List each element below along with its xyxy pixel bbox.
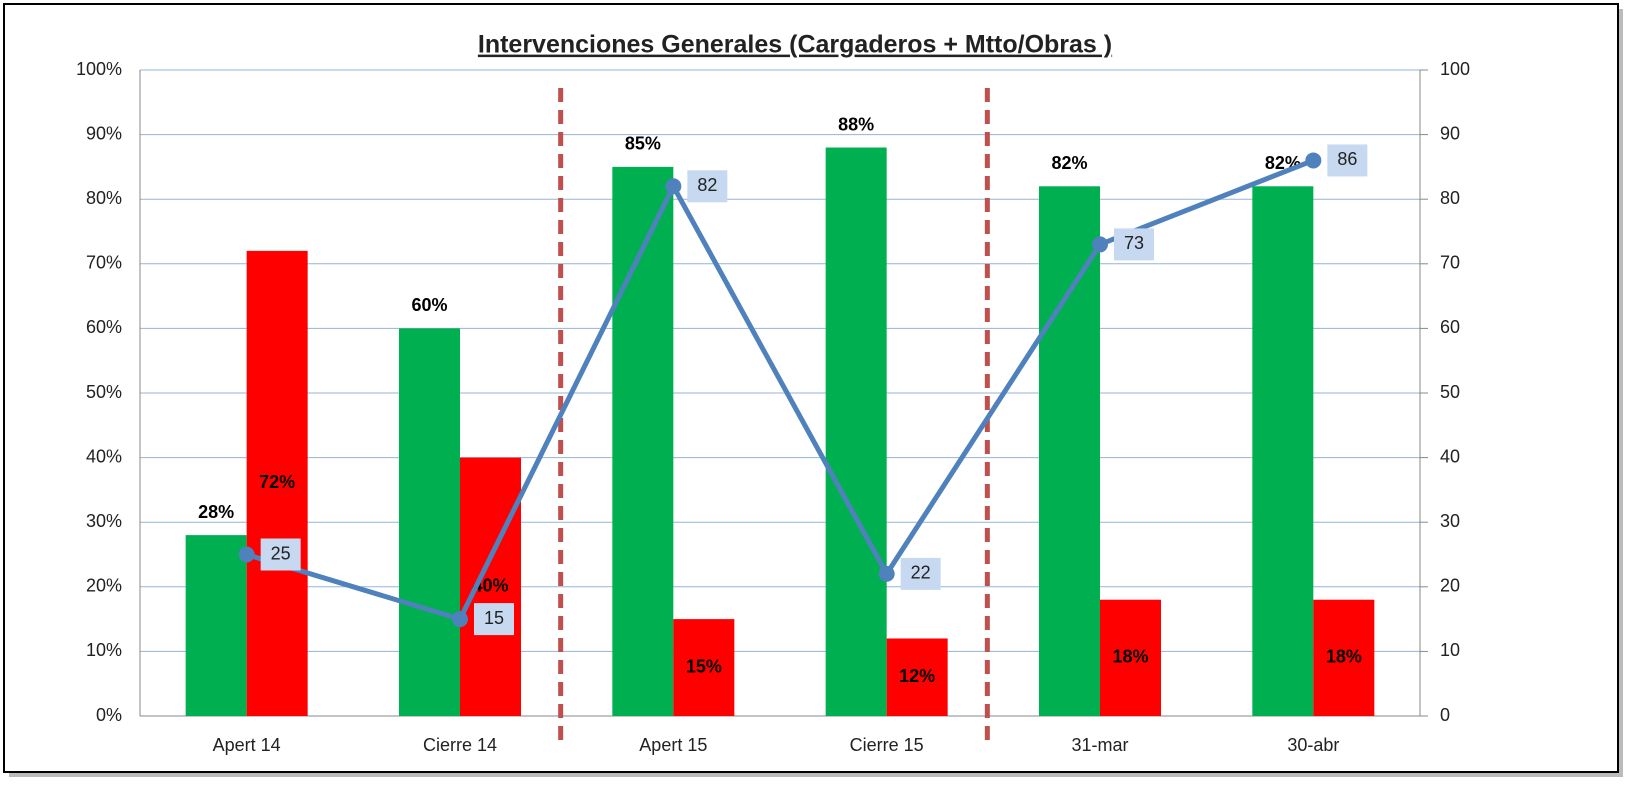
data-label: 15%: [686, 656, 722, 676]
x-tick-label: 31-mar: [1071, 735, 1128, 755]
x-tick-label: Apert 15: [639, 735, 707, 755]
data-label: 60%: [411, 295, 447, 315]
y-tick-label: 40%: [86, 446, 122, 466]
data-label-box: [900, 557, 941, 590]
y-tick-label: 60%: [86, 317, 122, 337]
data-label: 25: [271, 543, 291, 563]
data-label: 22: [911, 563, 931, 583]
x-tick-label: Cierre 14: [423, 735, 497, 755]
line-marker: [665, 178, 682, 195]
bar: [1100, 599, 1161, 716]
data-label: 15: [484, 608, 504, 628]
y2-tick-label: 80: [1440, 188, 1460, 208]
y-tick-label: 50%: [86, 382, 122, 402]
bar: [1252, 186, 1314, 716]
y-tick-label: 100%: [76, 59, 122, 79]
y-tick-label: 10%: [86, 640, 122, 660]
y-tick-label: 70%: [86, 253, 122, 273]
bar: [460, 457, 521, 716]
bar: [185, 535, 247, 716]
line-marker: [452, 611, 468, 628]
chart-title: Intervenciones Generales (Cargaderos + M…: [478, 31, 1112, 59]
y2-tick-label: 20: [1440, 576, 1460, 596]
y2-tick-label: 60: [1440, 317, 1460, 337]
bar: [612, 166, 674, 716]
y2-tick-label: 90: [1440, 123, 1460, 143]
data-label: 18%: [1326, 647, 1362, 667]
bar: [673, 619, 735, 716]
y2-tick-label: 50: [1440, 382, 1460, 402]
data-label-box: [474, 603, 514, 636]
data-label: 72%: [259, 472, 295, 492]
data-label: 28%: [198, 502, 234, 522]
data-label: 88%: [838, 114, 874, 134]
bar: [399, 328, 460, 716]
y-tick-label: 80%: [86, 188, 122, 208]
x-tick-label: Cierre 15: [850, 735, 924, 755]
bar: [886, 638, 948, 716]
bar: [1039, 186, 1100, 716]
data-label: 82%: [1051, 153, 1087, 173]
line-marker: [238, 546, 255, 563]
y-tick-label: 20%: [86, 576, 122, 596]
data-label-box: [687, 170, 728, 203]
y2-tick-label: 30: [1440, 511, 1460, 531]
bar: [246, 250, 308, 716]
data-label: 18%: [1112, 647, 1148, 667]
y-tick-label: 0%: [96, 705, 122, 725]
bar: [825, 147, 887, 716]
data-label: 85%: [625, 134, 661, 154]
data-label-box: [1114, 228, 1154, 261]
y2-tick-label: 0: [1440, 705, 1450, 725]
data-label: 73: [1124, 233, 1144, 253]
data-label: 82: [697, 175, 717, 195]
line-marker: [1305, 152, 1322, 169]
y-tick-label: 90%: [86, 123, 122, 143]
data-label: 12%: [899, 666, 935, 686]
y2-tick-label: 70: [1440, 253, 1460, 273]
x-tick-label: 30-abr: [1287, 735, 1339, 755]
line-marker: [1092, 236, 1108, 253]
data-label: 86: [1337, 149, 1357, 169]
y2-tick-label: 10: [1440, 640, 1460, 660]
y-tick-label: 30%: [86, 511, 122, 531]
data-label-box: [260, 538, 301, 571]
line-marker: [878, 565, 895, 582]
x-tick-label: Apert 14: [213, 735, 281, 755]
bar: [1313, 599, 1375, 716]
data-label-box: [1327, 144, 1368, 177]
y2-tick-label: 40: [1440, 446, 1460, 466]
y2-tick-label: 100: [1440, 59, 1470, 79]
